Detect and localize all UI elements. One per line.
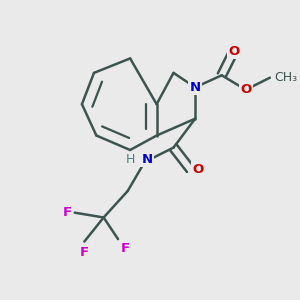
Text: CH₃: CH₃	[275, 71, 298, 84]
Text: H: H	[126, 153, 135, 166]
Text: F: F	[80, 246, 89, 260]
Text: O: O	[193, 163, 204, 176]
Text: F: F	[63, 206, 72, 219]
Text: O: O	[240, 83, 251, 96]
Text: F: F	[121, 242, 130, 255]
Text: O: O	[228, 45, 239, 58]
Text: N: N	[141, 153, 153, 166]
Text: N: N	[190, 81, 201, 94]
